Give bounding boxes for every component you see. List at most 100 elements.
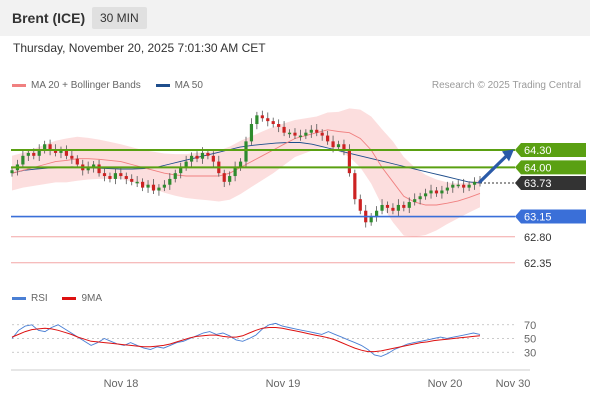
candle-up — [418, 196, 422, 200]
level-tag-resistance — [515, 160, 586, 175]
candle-up — [92, 164, 96, 168]
legend-label-9ma: 9MA — [81, 293, 103, 304]
candle-down — [211, 155, 215, 162]
candle-down — [353, 173, 357, 200]
candle-up — [135, 181, 139, 184]
candle-down — [391, 207, 395, 211]
candle-down — [124, 176, 128, 179]
legend-item-rsi: RSI — [12, 293, 48, 304]
x-tick-label: Nov 30 — [496, 378, 531, 390]
candle-down — [97, 164, 101, 174]
candle-up — [423, 193, 428, 197]
candle-down — [70, 155, 74, 159]
candle-up — [146, 184, 150, 188]
candle-up — [375, 210, 379, 217]
candle-up — [255, 115, 259, 125]
candle-up — [37, 150, 41, 156]
candle-up — [43, 144, 47, 151]
candle-up — [298, 135, 303, 138]
level-label: 63.15 — [524, 212, 552, 224]
candle-down — [293, 132, 297, 136]
candle-up — [59, 150, 63, 153]
candle-down — [342, 144, 346, 151]
candle-up — [407, 202, 411, 208]
candle-up — [184, 161, 188, 168]
legend-item-ma20: MA 20 + Bollinger Bands — [12, 80, 141, 91]
candle-up — [249, 124, 254, 142]
candle-up — [26, 152, 30, 156]
candle-up — [228, 176, 232, 182]
candle-up — [157, 187, 161, 191]
legend-item-ma50: MA 50 — [155, 80, 203, 91]
candle-down — [402, 204, 406, 208]
candle-down — [53, 150, 58, 153]
candle-down — [64, 150, 69, 156]
level-tag-support — [515, 209, 586, 224]
instrument-title: Brent (ICE) — [12, 10, 86, 26]
level-label: 62.35 — [524, 258, 552, 270]
candle-up — [369, 216, 373, 223]
candle-up — [86, 167, 90, 171]
candle-up — [168, 178, 172, 185]
candle-up — [173, 173, 177, 179]
candle-up — [200, 152, 205, 159]
candle-up — [456, 184, 460, 187]
candle-up — [189, 155, 194, 162]
candle-up — [451, 184, 455, 188]
level-label: 63.73 — [524, 178, 552, 190]
rsi-9ma-line — [11, 327, 481, 353]
timeframe-button[interactable]: 30 MIN — [92, 7, 147, 29]
candle-down — [151, 184, 156, 191]
candle-up — [467, 184, 471, 188]
candle-down — [119, 173, 123, 177]
rsi-legend: RSI 9MA — [12, 293, 114, 304]
chart-timestamp: Thursday, November 20, 2025 7:01:30 AM C… — [13, 41, 266, 55]
candle-down — [277, 124, 281, 127]
legend-label-ma50: MA 50 — [174, 80, 203, 91]
candle-up — [413, 199, 417, 203]
rsi-tick-label: 30 — [524, 347, 536, 359]
legend-swatch-ma20 — [12, 83, 26, 87]
legend-swatch-9ma — [62, 296, 77, 300]
legend-label-rsi: RSI — [31, 293, 48, 304]
candle-up — [162, 184, 166, 188]
candle-up — [396, 204, 400, 211]
legend-swatch-ma50 — [155, 83, 170, 87]
candle-up — [238, 161, 243, 168]
level-label: 64.30 — [524, 145, 552, 157]
candle-down — [130, 178, 134, 182]
level-tag-last — [515, 175, 586, 190]
x-tick-label: Nov 18 — [104, 378, 139, 390]
candle-down — [32, 152, 36, 156]
forecast-arrow-head — [502, 149, 514, 162]
candle-down — [315, 129, 319, 133]
candle-down — [48, 144, 52, 151]
candle-down — [266, 118, 270, 122]
candle-up — [287, 132, 292, 135]
legend-swatch-rsi — [12, 296, 26, 300]
candle-up — [10, 170, 14, 174]
forecast-arrow-shaft — [478, 153, 509, 184]
candle-down — [271, 121, 275, 125]
candle-up — [113, 173, 117, 179]
candles — [10, 110, 482, 228]
candle-up — [21, 155, 25, 165]
candle-down — [331, 141, 335, 148]
candle-down — [222, 173, 226, 182]
rsi-tick-label: 50 — [524, 334, 536, 346]
level-label: 64.00 — [524, 162, 552, 174]
candle-down — [326, 135, 330, 142]
candle-up — [179, 167, 183, 174]
rsi-tick-label: 70 — [524, 320, 536, 332]
candle-down — [102, 173, 107, 177]
candle-up — [309, 129, 313, 133]
price-legend: MA 20 + Bollinger Bands MA 50 — [12, 80, 215, 91]
candle-up — [233, 167, 237, 177]
candle-down — [282, 126, 286, 133]
candle-up — [336, 144, 341, 148]
chart-header: Brent (ICE) 30 MIN — [0, 0, 590, 36]
candle-down — [320, 132, 324, 136]
bollinger-band — [12, 108, 480, 237]
candle-down — [108, 176, 112, 179]
candle-up — [380, 204, 384, 211]
